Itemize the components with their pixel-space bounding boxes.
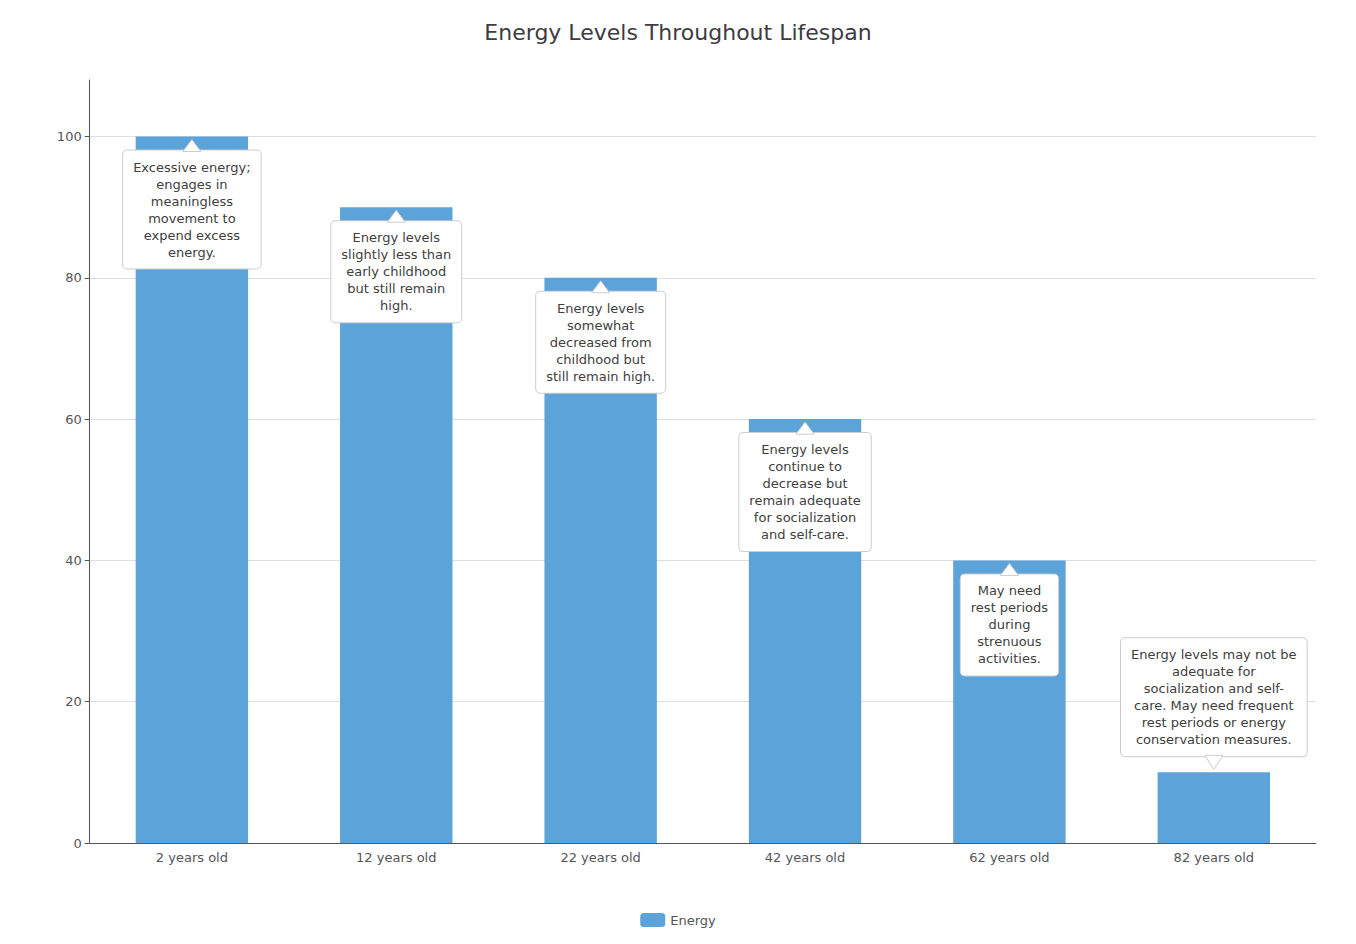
svg-text:0: 0: [73, 836, 81, 851]
svg-text:42 years old: 42 years old: [765, 850, 845, 865]
svg-text:Energy Levels Throughout Lifes: Energy Levels Throughout Lifespan: [484, 20, 871, 45]
svg-text:socialization and self-: socialization and self-: [1144, 681, 1284, 696]
svg-text:2 years old: 2 years old: [156, 850, 228, 865]
svg-text:conservation measures.: conservation measures.: [1136, 732, 1292, 747]
svg-text:Energy: Energy: [670, 913, 716, 928]
svg-text:expend excess: expend excess: [144, 228, 240, 243]
svg-text:May need: May need: [978, 583, 1042, 598]
svg-text:high.: high.: [380, 298, 412, 313]
svg-text:remain adequate: remain adequate: [749, 493, 860, 508]
svg-text:20: 20: [65, 694, 82, 709]
svg-text:energy.: energy.: [168, 245, 216, 260]
svg-text:care. May need frequent: care. May need frequent: [1134, 698, 1294, 713]
svg-text:rest periods: rest periods: [971, 600, 1048, 615]
svg-text:Excessive energy;: Excessive energy;: [133, 160, 250, 175]
svg-text:60: 60: [65, 412, 82, 427]
svg-text:rest periods or energy: rest periods or energy: [1142, 715, 1286, 730]
svg-text:meaningless: meaningless: [151, 194, 233, 209]
svg-text:for socialization: for socialization: [754, 510, 856, 525]
svg-text:slightly less than: slightly less than: [341, 247, 451, 262]
svg-text:still remain high.: still remain high.: [546, 369, 655, 384]
svg-text:40: 40: [65, 553, 82, 568]
svg-text:but still remain: but still remain: [347, 281, 445, 296]
svg-text:Energy levels: Energy levels: [761, 442, 849, 457]
svg-text:22 years old: 22 years old: [560, 850, 640, 865]
svg-text:childhood but: childhood but: [556, 352, 645, 367]
svg-text:adequate for: adequate for: [1172, 664, 1256, 679]
svg-text:somewhat: somewhat: [567, 318, 634, 333]
svg-text:Energy levels: Energy levels: [557, 301, 645, 316]
svg-text:62 years old: 62 years old: [969, 850, 1049, 865]
svg-text:Energy levels may not be: Energy levels may not be: [1131, 647, 1297, 662]
svg-text:continue to: continue to: [768, 459, 842, 474]
svg-text:decreased from: decreased from: [550, 335, 652, 350]
svg-text:strenuous: strenuous: [977, 634, 1042, 649]
svg-text:activities.: activities.: [978, 651, 1041, 666]
svg-text:during: during: [988, 617, 1030, 632]
svg-text:Energy levels: Energy levels: [353, 230, 441, 245]
svg-text:movement to: movement to: [148, 211, 236, 226]
svg-text:decrease but: decrease but: [763, 476, 848, 491]
svg-text:early childhood: early childhood: [346, 264, 446, 279]
svg-text:82 years old: 82 years old: [1174, 850, 1254, 865]
svg-text:12 years old: 12 years old: [356, 850, 436, 865]
svg-text:100: 100: [57, 129, 82, 144]
svg-text:engages in: engages in: [156, 177, 227, 192]
svg-text:80: 80: [65, 270, 82, 285]
svg-text:and self-care.: and self-care.: [761, 527, 849, 542]
